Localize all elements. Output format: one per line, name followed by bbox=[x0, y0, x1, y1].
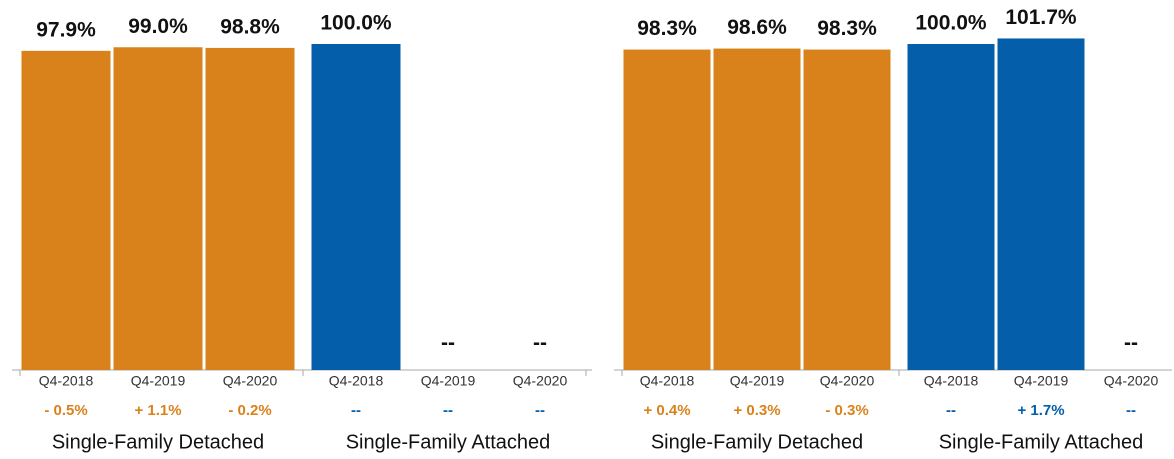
change-label: -- bbox=[946, 402, 956, 419]
bar bbox=[113, 47, 203, 370]
change-label: - 0.2% bbox=[228, 402, 271, 419]
value-label: 97.9% bbox=[36, 18, 96, 41]
change-label: -- bbox=[535, 402, 545, 419]
value-label: 98.3% bbox=[817, 17, 877, 40]
value-label: 98.8% bbox=[220, 15, 280, 38]
value-label: 98.3% bbox=[637, 17, 697, 40]
bar bbox=[713, 48, 801, 371]
value-label: 100.0% bbox=[320, 12, 392, 35]
change-label: -- bbox=[1126, 402, 1136, 419]
x-tick-label: Q4-2019 bbox=[730, 373, 785, 389]
x-tick-label: Q4-2020 bbox=[1104, 373, 1159, 389]
change-label: -- bbox=[443, 402, 453, 419]
change-label: + 1.1% bbox=[134, 402, 181, 419]
group-label: Single-Family Detached bbox=[651, 431, 863, 453]
change-label: -- bbox=[351, 402, 361, 419]
change-label: - 0.5% bbox=[44, 402, 87, 419]
bar bbox=[997, 38, 1085, 370]
x-tick-label: Q4-2019 bbox=[421, 373, 476, 389]
value-label: -- bbox=[533, 332, 547, 355]
x-tick-label: Q4-2018 bbox=[640, 373, 695, 389]
x-tick-label: Q4-2018 bbox=[329, 373, 384, 389]
bar bbox=[311, 44, 401, 370]
value-label: -- bbox=[1124, 332, 1138, 355]
value-label: 101.7% bbox=[1005, 6, 1077, 29]
change-label: + 0.4% bbox=[643, 402, 690, 419]
bar bbox=[205, 47, 295, 371]
group-label: Single-Family Detached bbox=[52, 431, 264, 453]
x-tick-label: Q4-2020 bbox=[820, 373, 875, 389]
x-tick-label: Q4-2020 bbox=[223, 373, 278, 389]
x-tick-label: Q4-2019 bbox=[131, 373, 186, 389]
change-label: + 1.7% bbox=[1017, 402, 1064, 419]
bar bbox=[623, 49, 711, 371]
x-tick-label: Q4-2018 bbox=[39, 373, 94, 389]
x-tick-label: Q4-2020 bbox=[513, 373, 568, 389]
value-label: 98.6% bbox=[727, 16, 787, 39]
change-label: + 0.3% bbox=[733, 402, 780, 419]
x-tick-label: Q4-2018 bbox=[924, 373, 979, 389]
value-label: 100.0% bbox=[915, 12, 987, 35]
value-label: -- bbox=[441, 332, 455, 355]
bar bbox=[907, 44, 995, 370]
group-label: Single-Family Attached bbox=[939, 431, 1144, 453]
change-label: - 0.3% bbox=[825, 402, 868, 419]
bar bbox=[21, 50, 111, 370]
x-tick-label: Q4-2019 bbox=[1014, 373, 1069, 389]
bar bbox=[803, 49, 891, 371]
group-label: Single-Family Attached bbox=[346, 431, 551, 453]
value-label: 99.0% bbox=[128, 15, 188, 38]
